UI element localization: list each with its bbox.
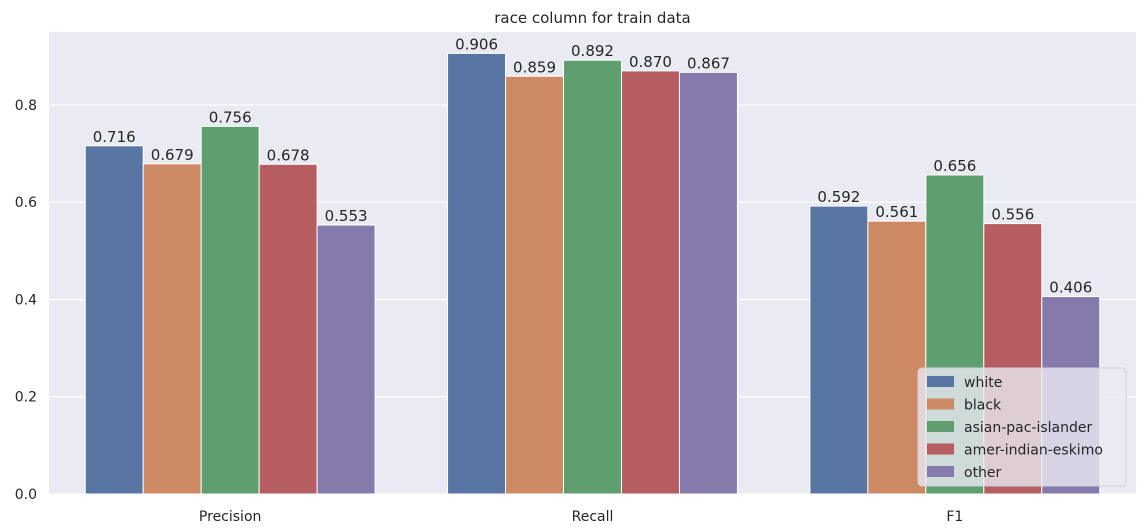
legend-swatch bbox=[927, 466, 954, 477]
x-tick-label: Precision bbox=[199, 509, 261, 525]
bar-amer-indian-eskimo-precision bbox=[258, 163, 318, 495]
data-label: 0.553 bbox=[325, 207, 368, 225]
chart-title: race column for train data bbox=[494, 9, 690, 27]
legend-label: amer-indian-eskimo bbox=[964, 443, 1103, 459]
y-tick-label: 0.2 bbox=[15, 390, 37, 406]
data-label: 0.867 bbox=[687, 54, 730, 72]
data-label: 0.906 bbox=[455, 35, 498, 53]
data-label: 0.716 bbox=[93, 128, 136, 146]
bar-black-f1 bbox=[867, 220, 927, 495]
bar-asian-pac-islander-precision bbox=[200, 125, 260, 495]
legend-swatch bbox=[927, 376, 954, 387]
legend-label: white bbox=[964, 375, 1002, 391]
legend-label: asian-pac-islander bbox=[964, 420, 1093, 436]
x-tick-label: F1 bbox=[946, 509, 963, 525]
bar-asian-pac-islander-recall bbox=[563, 59, 622, 495]
y-tick-label: 0.0 bbox=[15, 487, 37, 503]
x-tick-label: Recall bbox=[572, 509, 614, 525]
bar-amer-indian-eskimo-recall bbox=[620, 70, 680, 495]
data-labels: 0.716 0.679 0.756 0.678 0.553 0.906 0.859 0.892… bbox=[93, 35, 1093, 296]
data-label: 0.859 bbox=[513, 58, 556, 76]
data-label: 0.561 bbox=[875, 203, 918, 221]
bar-white-precision bbox=[84, 145, 144, 495]
x-axis-ticks: Precision Recall F1 bbox=[199, 509, 963, 525]
bar-black-recall bbox=[505, 75, 565, 495]
data-label: 0.678 bbox=[267, 146, 310, 164]
data-label: 0.556 bbox=[991, 206, 1034, 224]
data-label: 0.756 bbox=[209, 108, 252, 126]
legend-swatch bbox=[927, 443, 954, 455]
data-label: 0.892 bbox=[571, 42, 614, 60]
bar-other-precision bbox=[316, 224, 376, 495]
y-tick-label: 0.8 bbox=[15, 98, 37, 114]
y-axis-ticks: 0.0 0.2 0.4 0.6 0.8 bbox=[15, 98, 37, 503]
data-label: 0.406 bbox=[1049, 279, 1092, 297]
y-tick-label: 0.4 bbox=[15, 292, 37, 308]
data-label: 0.679 bbox=[151, 146, 194, 164]
legend-label: other bbox=[964, 465, 1002, 481]
data-label: 0.656 bbox=[933, 157, 976, 175]
legend-swatch bbox=[927, 421, 954, 432]
legend-label: black bbox=[964, 398, 1002, 414]
y-tick-label: 0.6 bbox=[15, 195, 37, 211]
data-label: 0.870 bbox=[629, 53, 672, 71]
bar-black-precision bbox=[142, 163, 202, 495]
bar-white-f1 bbox=[809, 205, 869, 495]
legend-swatch bbox=[927, 398, 954, 410]
bars bbox=[84, 52, 1101, 495]
legend: white black asian-pac-islander amer-indian-… bbox=[917, 367, 1127, 487]
bar-white-recall bbox=[447, 52, 507, 495]
bar-other-recall bbox=[678, 71, 738, 495]
legend-box bbox=[917, 367, 1127, 487]
data-label: 0.592 bbox=[817, 188, 860, 206]
